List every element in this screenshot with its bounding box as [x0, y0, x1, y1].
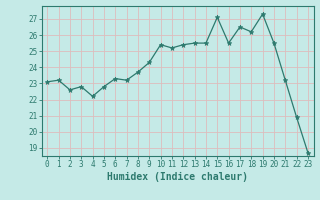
X-axis label: Humidex (Indice chaleur): Humidex (Indice chaleur) — [107, 172, 248, 182]
